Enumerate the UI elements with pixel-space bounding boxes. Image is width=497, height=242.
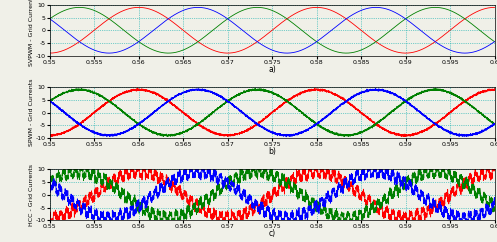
- Y-axis label: SPWM - Grid Currents: SPWM - Grid Currents: [29, 79, 34, 146]
- Y-axis label: HCC - Grid Currents: HCC - Grid Currents: [29, 164, 34, 226]
- X-axis label: b): b): [268, 147, 276, 156]
- X-axis label: a): a): [268, 65, 276, 74]
- X-axis label: c): c): [268, 229, 276, 238]
- Y-axis label: SVPWM - Grid Currents: SVPWM - Grid Currents: [29, 0, 34, 66]
